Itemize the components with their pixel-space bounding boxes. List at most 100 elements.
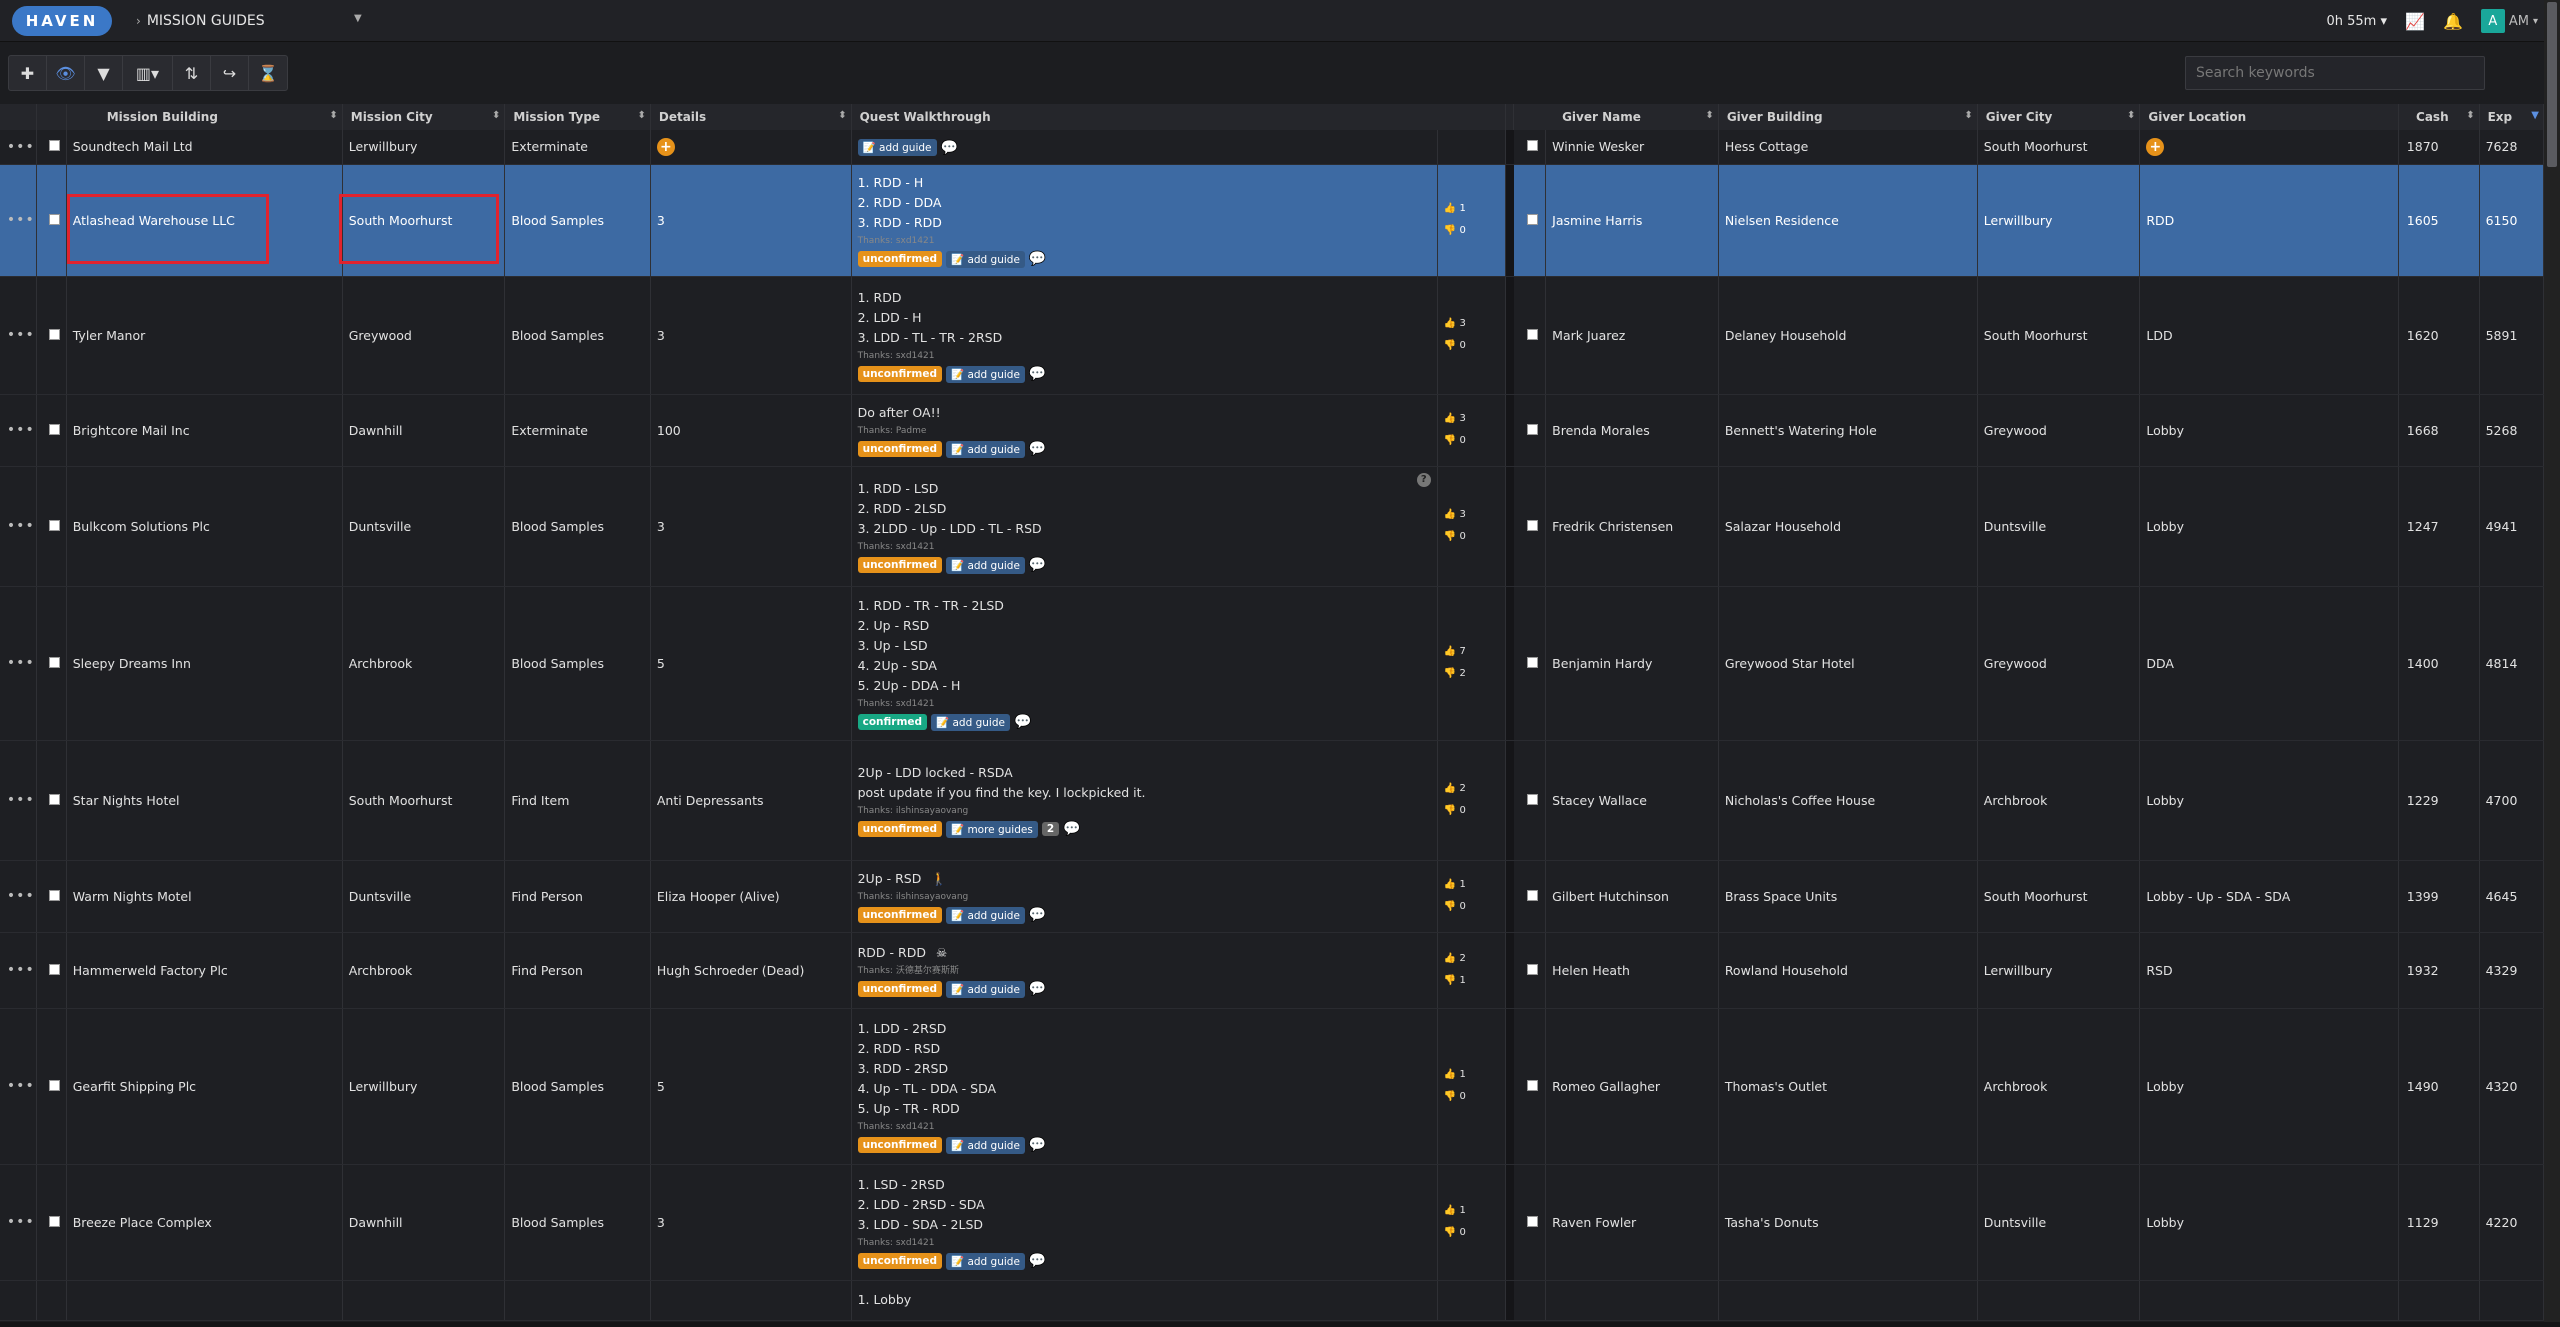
comment-icon[interactable]: 💬	[1028, 251, 1047, 267]
add-guide-button[interactable]: 📝 add guide	[946, 1136, 1025, 1154]
giver-checkbox[interactable]	[1526, 963, 1538, 975]
col-mission-city[interactable]: Mission City ⬍	[342, 104, 506, 130]
col-giver-city[interactable]: Giver City ⬍	[1977, 104, 2141, 130]
col-giver-building[interactable]: Giver Building ⬍	[1718, 104, 1978, 130]
search-input[interactable]	[2185, 56, 2485, 90]
row-menu-icon[interactable]: •••	[6, 327, 35, 343]
giver-checkbox[interactable]	[1526, 793, 1538, 805]
thumbs-up-icon[interactable]: 👍 1	[1443, 879, 1466, 890]
giver-checkbox[interactable]	[1526, 1215, 1538, 1227]
status-badge[interactable]: unconfirmed	[857, 1137, 943, 1153]
thumbs-down-icon[interactable]: 👎 0	[1443, 435, 1466, 446]
status-badge[interactable]: confirmed	[857, 714, 928, 730]
filter-icon[interactable]: ▼	[85, 56, 123, 90]
thumbs-down-icon[interactable]: 👎 0	[1443, 340, 1466, 351]
add-icon[interactable]: ✚	[9, 56, 47, 90]
col-quest-walkthrough[interactable]: Quest Walkthrough	[851, 104, 1507, 130]
col-exp[interactable]: Exp ▼	[2479, 104, 2545, 130]
giver-checkbox[interactable]	[1526, 889, 1538, 901]
giver-checkbox[interactable]	[1526, 140, 1538, 152]
col-giver-location[interactable]: Giver Location	[2139, 104, 2400, 130]
row-checkbox[interactable]	[48, 656, 60, 668]
row-checkbox[interactable]	[48, 963, 60, 975]
status-badge[interactable]: unconfirmed	[857, 441, 943, 457]
table-row[interactable]: ••• Breeze Place Complex Dawnhill Blood Sam…	[0, 1164, 2545, 1281]
row-checkbox[interactable]	[48, 1079, 60, 1091]
columns-icon[interactable]: ▥▾	[123, 56, 173, 90]
comment-icon[interactable]: 💬	[1028, 441, 1047, 457]
row-checkbox[interactable]	[48, 328, 60, 340]
timer-dropdown[interactable]: 0h 55m ▾	[2326, 13, 2388, 29]
table-row[interactable]: ••• Brightcore Mail Inc Dawnhill Exterminat…	[0, 394, 2545, 467]
row-checkbox[interactable]	[48, 519, 60, 531]
table-row[interactable]: 1. Lobby	[0, 1280, 2545, 1321]
comment-icon[interactable]: 💬	[1028, 1253, 1047, 1269]
bell-icon[interactable]: 🔔	[2442, 11, 2463, 31]
thumbs-up-icon[interactable]: 👍 1	[1443, 203, 1466, 214]
add-guide-button[interactable]: 📝 add guide	[931, 713, 1010, 731]
thumbs-down-icon[interactable]: 👎 0	[1443, 225, 1466, 236]
table-row[interactable]: ••• Tyler Manor Greywood Blood Samples 3 1. R…	[0, 276, 2545, 395]
thumbs-down-icon[interactable]: 👎 0	[1443, 901, 1466, 912]
status-badge[interactable]: unconfirmed	[857, 981, 943, 997]
sort-icon[interactable]: ⇅	[173, 56, 211, 90]
comment-icon[interactable]: 💬	[1028, 557, 1047, 573]
add-guide-button[interactable]: 📝 add guide	[946, 440, 1025, 458]
thumbs-down-icon[interactable]: 👎 0	[1443, 805, 1466, 816]
col-giver-name[interactable]: Giver Name ⬍	[1513, 104, 1719, 130]
row-menu-icon[interactable]: •••	[6, 212, 35, 228]
add-guide-button[interactable]: 📝 more guides	[946, 820, 1038, 838]
add-guide-button[interactable]: 📝 add guide	[946, 980, 1025, 998]
row-checkbox[interactable]	[48, 140, 60, 152]
comment-icon[interactable]: 💬	[1028, 366, 1047, 382]
add-guide-button[interactable]: 📝 add guide	[946, 556, 1025, 574]
col-mission-type[interactable]: Mission Type ⬍	[504, 104, 651, 130]
table-row[interactable]: ••• Gearfit Shipping Plc Lerwillbury Blood …	[0, 1008, 2545, 1165]
thumbs-down-icon[interactable]: 👎 2	[1443, 668, 1466, 679]
eye-icon[interactable]: 👁	[47, 56, 85, 90]
thumbs-up-icon[interactable]: 👍 3	[1443, 318, 1466, 329]
table-row[interactable]: ••• Sleepy Dreams Inn Archbrook Blood Sampl…	[0, 586, 2545, 741]
table-row[interactable]: ••• Warm Nights Motel Duntsville Find Perso…	[0, 860, 2545, 933]
haven-logo[interactable]: HAVEN	[12, 5, 112, 36]
row-menu-icon[interactable]: •••	[6, 138, 35, 155]
col-mission-building[interactable]: Mission Building ⬍	[66, 104, 343, 130]
add-location-icon[interactable]: +	[2146, 137, 2165, 156]
row-checkbox[interactable]	[48, 213, 60, 225]
comment-icon[interactable]: 💬	[1028, 907, 1047, 923]
table-row[interactable]: ••• Atlashead Warehouse LLC South Moorhurs…	[0, 164, 2545, 277]
comment-icon[interactable]: 💬	[1028, 1137, 1047, 1153]
row-checkbox[interactable]	[48, 793, 60, 805]
table-row[interactable]: ••• Soundtech Mail Ltd Lerwillbury Extermin…	[0, 130, 2545, 165]
row-checkbox[interactable]	[48, 1215, 60, 1227]
row-menu-icon[interactable]: •••	[6, 422, 35, 438]
row-menu-icon[interactable]: •••	[6, 792, 35, 808]
comment-icon[interactable]: 💬	[940, 139, 958, 156]
col-details[interactable]: Details ⬍	[650, 104, 852, 130]
thumbs-up-icon[interactable]: 👍 2	[1443, 783, 1466, 794]
comment-icon[interactable]: 💬	[1028, 981, 1047, 997]
giver-checkbox[interactable]	[1526, 423, 1538, 435]
scrollbar-thumb[interactable]	[2547, 2, 2557, 167]
thumbs-down-icon[interactable]: 👎 0	[1443, 531, 1466, 542]
giver-checkbox[interactable]	[1526, 519, 1538, 531]
thumbs-down-icon[interactable]: 👎 0	[1443, 1091, 1466, 1102]
thumbs-down-icon[interactable]: 👎 0	[1443, 1227, 1466, 1238]
row-menu-icon[interactable]: •••	[6, 962, 35, 978]
user-menu[interactable]: A AM ▾	[2480, 9, 2538, 33]
row-menu-icon[interactable]: •••	[6, 1078, 35, 1094]
add-guide-button[interactable]: 📝 add guide	[946, 250, 1025, 268]
status-badge[interactable]: unconfirmed	[857, 366, 943, 382]
row-checkbox[interactable]	[48, 423, 60, 435]
share-icon[interactable]: ↪	[211, 56, 249, 90]
chart-icon[interactable]: 📈	[2405, 11, 2425, 31]
status-badge[interactable]: unconfirmed	[857, 821, 943, 837]
add-guide-button[interactable]: 📝 add guide	[946, 1252, 1025, 1270]
thumbs-up-icon[interactable]: 👍 3	[1443, 509, 1466, 520]
thumbs-up-icon[interactable]: 👍 7	[1443, 646, 1466, 657]
thumbs-up-icon[interactable]: 👍 1	[1443, 1069, 1466, 1080]
status-badge[interactable]: unconfirmed	[857, 557, 943, 573]
add-guide-button[interactable]: 📝 add guide	[857, 139, 937, 157]
comment-icon[interactable]: 💬	[1013, 714, 1032, 730]
status-badge[interactable]: unconfirmed	[857, 907, 943, 923]
